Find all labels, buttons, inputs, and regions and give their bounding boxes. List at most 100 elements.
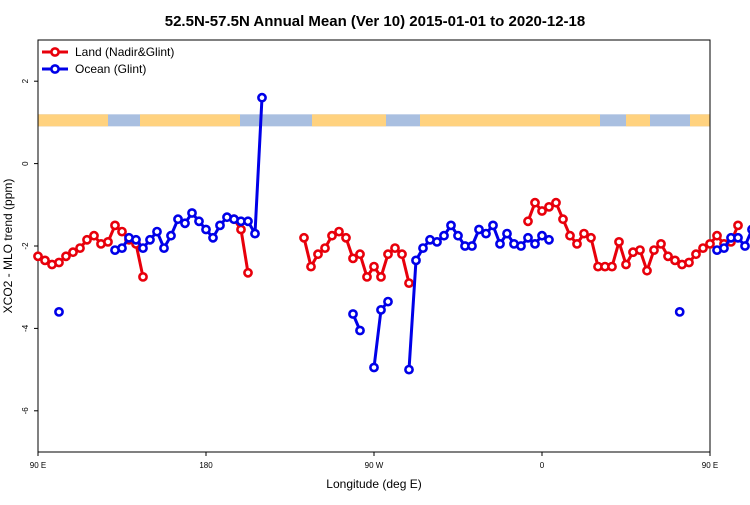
- strip-land-3: [420, 114, 600, 127]
- data-point: [558, 214, 568, 225]
- data-point: [733, 232, 743, 243]
- data-point: [495, 238, 505, 249]
- data-point: [117, 226, 127, 237]
- data-point: [390, 243, 400, 253]
- data-point: [159, 243, 169, 253]
- data-point: [523, 232, 533, 243]
- data-point: [649, 245, 659, 255]
- data-point: [523, 216, 533, 227]
- chart-title: 52.5N-57.5N Annual Mean (Ver 10) 2015-01…: [165, 13, 585, 30]
- data-point: [481, 228, 491, 239]
- data-point: [54, 257, 64, 268]
- data-point: [194, 216, 204, 227]
- data-point: [733, 220, 743, 231]
- data-point: [621, 259, 631, 270]
- strip-land-2: [312, 114, 386, 127]
- data-point: [719, 243, 729, 253]
- data-point: [117, 243, 127, 253]
- data-point: [586, 232, 596, 243]
- data-point: [362, 271, 372, 282]
- data-point: [320, 243, 330, 253]
- data-point: [740, 241, 750, 251]
- legend: Land (Nadir&Glint) Ocean (Glint): [42, 45, 174, 76]
- data-point: [607, 261, 617, 272]
- data-point: [61, 251, 71, 262]
- data-point: [145, 234, 155, 245]
- data-point: [698, 243, 708, 253]
- data-point: [572, 238, 582, 249]
- data-point: [75, 243, 85, 253]
- strip-land-0: [38, 114, 108, 127]
- data-point: [348, 309, 358, 319]
- x-tick-label: 90 E: [30, 461, 46, 470]
- data-point: [642, 265, 652, 276]
- axes: 90 E 180 90 W 0 90 E 2 0 -2 -4 -6: [21, 78, 718, 470]
- data-point: [355, 249, 365, 260]
- series: [33, 92, 750, 375]
- data-point: [474, 224, 484, 235]
- data-point: [208, 232, 218, 243]
- data-point: [138, 243, 148, 253]
- data-point: [530, 197, 540, 208]
- data-point: [502, 228, 512, 239]
- data-point: [327, 230, 337, 241]
- data-point: [187, 208, 197, 218]
- data-point: [674, 306, 685, 317]
- series-1: [54, 92, 750, 375]
- data-point: [418, 243, 428, 253]
- data-point: [334, 226, 344, 237]
- legend-label: Ocean (Glint): [75, 62, 146, 76]
- data-point: [383, 249, 393, 260]
- data-point: [537, 206, 547, 216]
- data-point: [82, 234, 92, 245]
- data-point: [243, 216, 253, 227]
- legend-label: Land (Nadir&Glint): [75, 45, 174, 59]
- data-point: [369, 261, 379, 272]
- x-tick-label: 90 E: [702, 461, 718, 470]
- data-point: [40, 255, 50, 266]
- data-point: [446, 220, 456, 231]
- data-point: [103, 236, 113, 247]
- data-point: [467, 241, 477, 251]
- strip-land-4: [626, 114, 650, 127]
- data-point: [68, 247, 78, 258]
- data-point: [376, 271, 386, 282]
- data-point: [411, 255, 421, 266]
- data-point: [432, 236, 442, 247]
- strip-land-1: [140, 114, 240, 127]
- data-point: [180, 218, 190, 229]
- x-tick-label: 90 W: [365, 461, 384, 470]
- data-point: [663, 251, 673, 262]
- data-point: [530, 238, 540, 249]
- data-point: [383, 296, 393, 307]
- data-point: [33, 251, 43, 262]
- y-tick-label: 0: [21, 161, 30, 166]
- x-axis-label: Longitude (deg E): [326, 477, 421, 491]
- data-point: [341, 232, 351, 243]
- legend-marker: [50, 47, 60, 57]
- data-point: [313, 249, 323, 260]
- series-0: [33, 197, 743, 288]
- data-point: [348, 253, 358, 264]
- strip-land-5: [690, 114, 710, 127]
- legend-marker: [50, 64, 60, 74]
- data-point: [635, 245, 645, 255]
- data-point: [614, 236, 624, 247]
- data-point: [54, 306, 64, 317]
- data-point: [257, 92, 267, 103]
- data-point: [565, 230, 575, 241]
- data-point: [712, 230, 722, 241]
- y-axis-label: XCO2 - MLO trend (ppm): [1, 179, 15, 314]
- x-tick-label: 0: [540, 461, 545, 470]
- data-point: [152, 226, 162, 237]
- data-point: [236, 224, 246, 235]
- data-point: [404, 364, 414, 375]
- data-point: [215, 220, 225, 231]
- data-point: [551, 197, 561, 208]
- y-tick-label: -4: [21, 324, 30, 332]
- data-point: [453, 230, 463, 241]
- data-point: [684, 257, 694, 268]
- data-point: [544, 201, 554, 212]
- land-ocean-strip: [38, 114, 710, 127]
